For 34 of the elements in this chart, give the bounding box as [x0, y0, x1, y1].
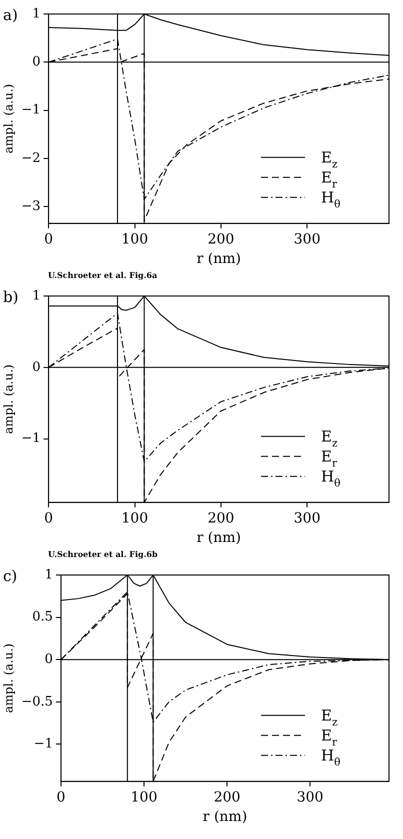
y-tick-label: 0 — [32, 360, 41, 375]
y-tick-label: 1 — [32, 288, 41, 304]
text: U.Schroeter et al. Fig.6a — [48, 269, 158, 282]
x-tick-label: 100 — [121, 231, 148, 248]
x-axis-title: r (nm) — [196, 530, 241, 546]
y-tick-label: 0 — [44, 652, 53, 667]
y-axis-title: ampl. (a.u.) — [1, 364, 16, 434]
x-tick-label: 100 — [121, 510, 148, 526]
y-tick-label: −2 — [21, 150, 41, 166]
y-tick-label: 0 — [32, 54, 41, 70]
y-tick-label: −3 — [21, 198, 41, 214]
x-tick-label: 200 — [214, 789, 240, 806]
text: U.Schroeter et al. Fig.6b — [48, 548, 159, 561]
x-tick-label: 200 — [208, 510, 234, 526]
x-axis-title: r (nm) — [196, 251, 241, 268]
chart-title: b) — [3, 288, 18, 306]
x-tick-label: 300 — [294, 231, 320, 248]
y-axis-title: ampl. (a.u.) — [1, 84, 16, 154]
y-tick-label: −1 — [21, 102, 41, 118]
y-tick-label: −0.5 — [21, 694, 53, 710]
x-tick-label: 200 — [208, 231, 234, 248]
y-tick-label: −1 — [34, 736, 53, 752]
y-tick-label: 0.5 — [32, 610, 53, 625]
y-tick-label: −1 — [21, 431, 41, 446]
x-tick-label: 300 — [294, 510, 320, 526]
y-tick-label: 1 — [44, 567, 53, 582]
x-tick-label: 0 — [56, 789, 66, 806]
x-axis-title: r (nm) — [202, 809, 248, 826]
chart-title: c) — [3, 567, 18, 585]
x-tick-label: 100 — [130, 789, 158, 806]
x-tick-label: 300 — [296, 789, 324, 806]
y-axis-title: ampl. (a.u.) — [1, 643, 16, 713]
chart-title: a) — [3, 6, 18, 24]
y-tick-label: 1 — [32, 6, 41, 22]
